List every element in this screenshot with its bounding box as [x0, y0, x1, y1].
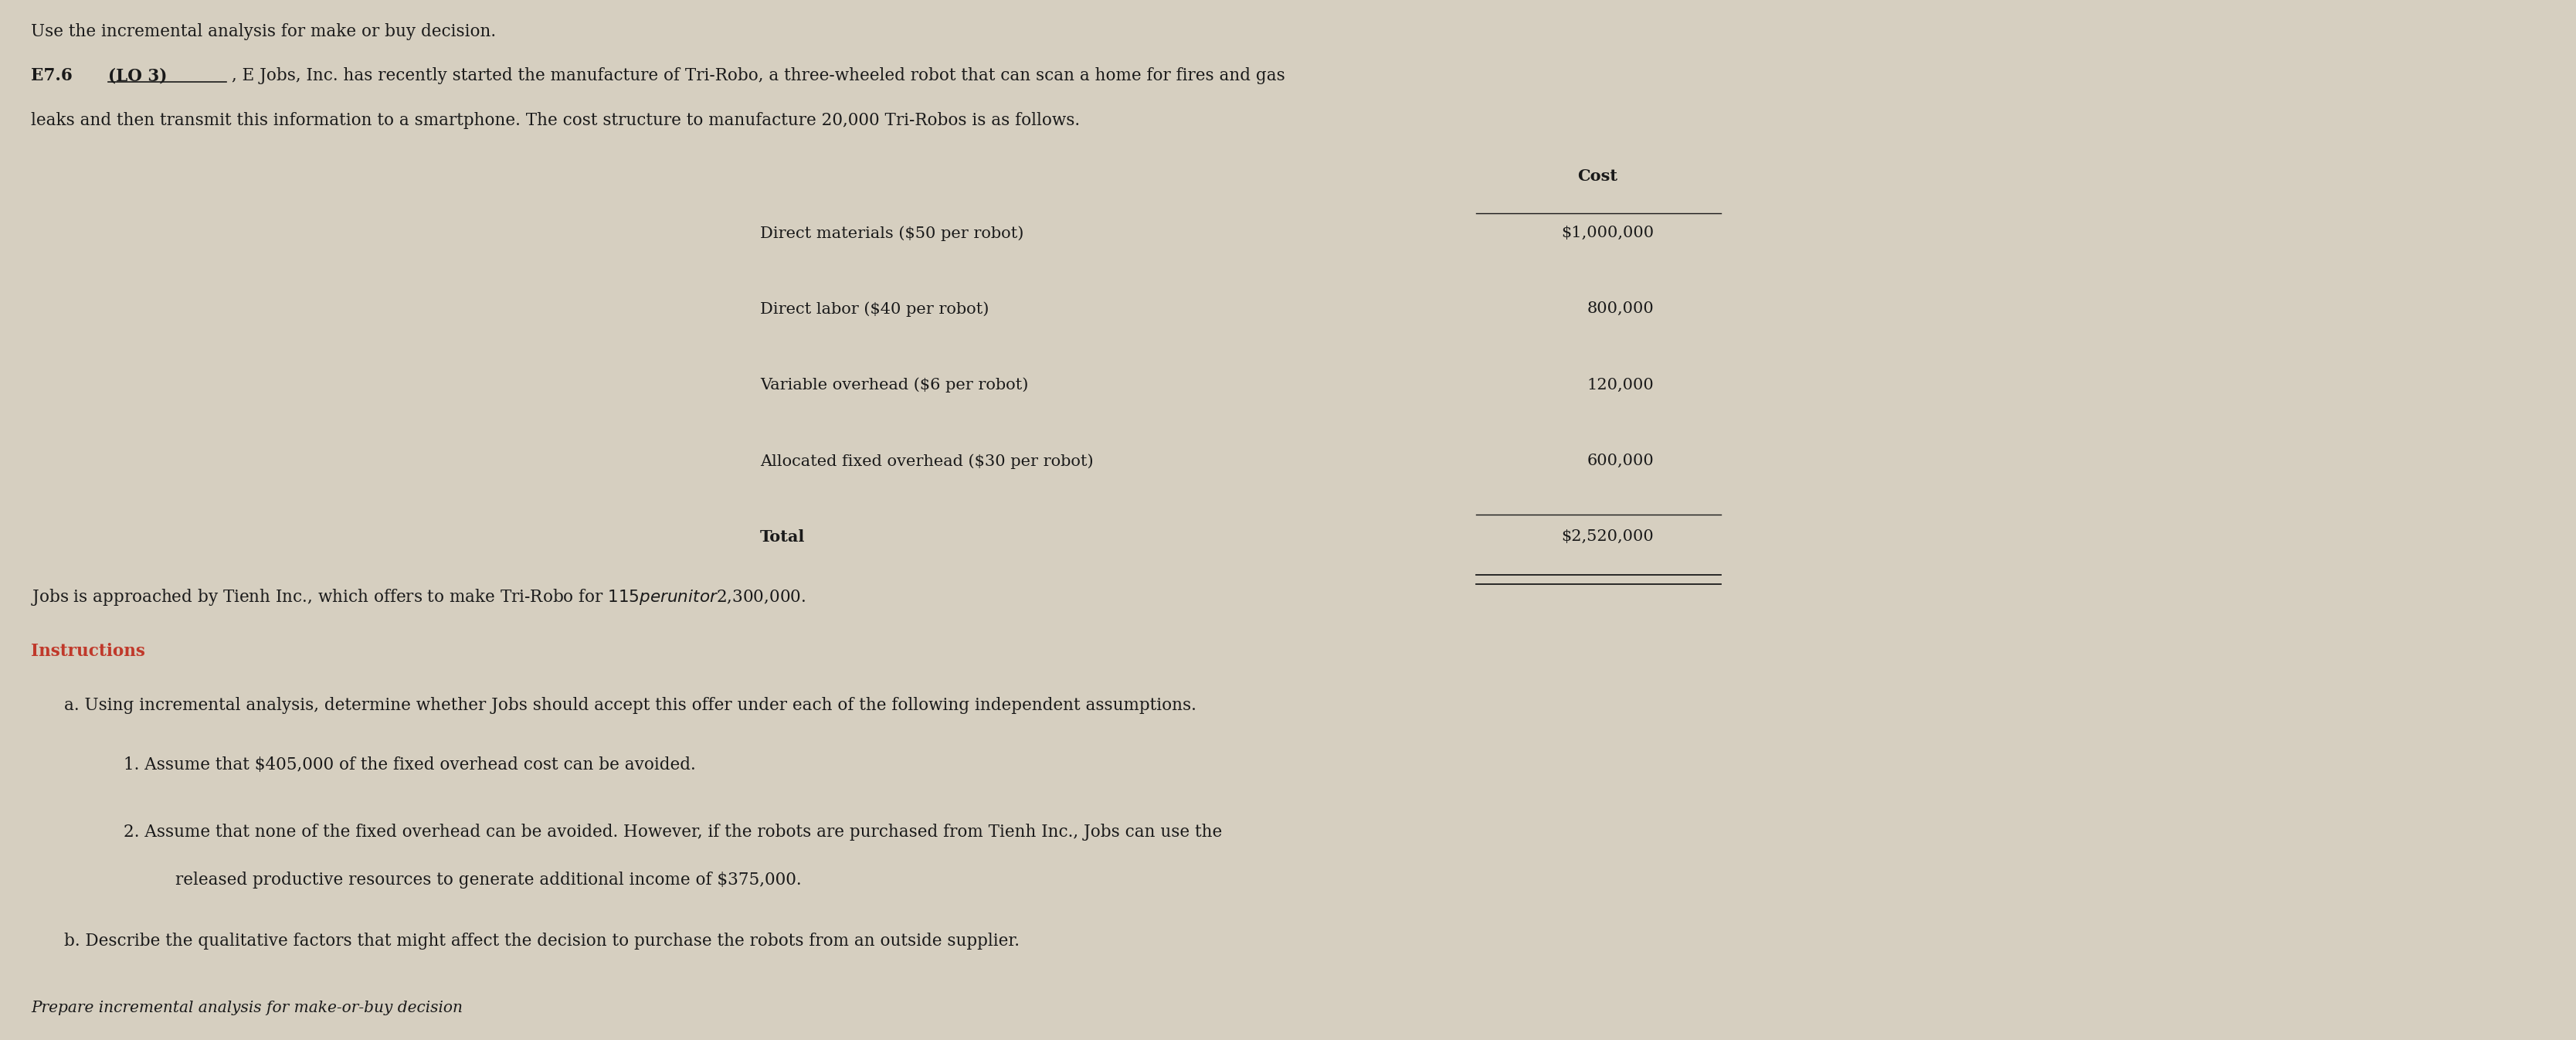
- Text: 120,000: 120,000: [1587, 378, 1654, 392]
- Text: 1. Assume that $405,000 of the fixed overhead cost can be avoided.: 1. Assume that $405,000 of the fixed ove…: [124, 756, 696, 773]
- Text: Direct materials ($50 per robot): Direct materials ($50 per robot): [760, 226, 1023, 241]
- Text: 600,000: 600,000: [1587, 453, 1654, 468]
- Text: Cost: Cost: [1577, 168, 1618, 184]
- Text: Jobs is approached by Tienh Inc., which offers to make Tri-Robo for $115 per uni: Jobs is approached by Tienh Inc., which …: [31, 588, 806, 607]
- Text: 2. Assume that none of the fixed overhead can be avoided. However, if the robots: 2. Assume that none of the fixed overhea…: [124, 824, 1221, 840]
- Text: Direct labor ($40 per robot): Direct labor ($40 per robot): [760, 302, 989, 317]
- Text: Instructions: Instructions: [31, 643, 144, 659]
- Text: 800,000: 800,000: [1587, 302, 1654, 316]
- Text: $2,520,000: $2,520,000: [1561, 529, 1654, 544]
- Text: (LO 3): (LO 3): [108, 68, 167, 84]
- Text: $1,000,000: $1,000,000: [1561, 226, 1654, 240]
- Text: b. Describe the qualitative factors that might affect the decision to purchase t: b. Describe the qualitative factors that…: [64, 933, 1020, 950]
- Text: Total: Total: [760, 529, 806, 545]
- Text: Use the incremental analysis for make or buy decision.: Use the incremental analysis for make or…: [31, 23, 497, 40]
- Text: Prepare incremental analysis for make-or-buy decision: Prepare incremental analysis for make-or…: [31, 1000, 464, 1015]
- Text: , E Jobs, Inc. has recently started the manufacture of Tri-Robo, a three-wheeled: , E Jobs, Inc. has recently started the …: [232, 68, 1285, 84]
- Text: Allocated fixed overhead ($30 per robot): Allocated fixed overhead ($30 per robot): [760, 453, 1092, 469]
- Text: leaks and then transmit this information to a smartphone. The cost structure to : leaks and then transmit this information…: [31, 112, 1079, 129]
- Text: Variable overhead ($6 per robot): Variable overhead ($6 per robot): [760, 378, 1028, 393]
- Text: released productive resources to generate additional income of $375,000.: released productive resources to generat…: [175, 872, 801, 888]
- Text: a. Using incremental analysis, determine whether Jobs should accept this offer u: a. Using incremental analysis, determine…: [64, 697, 1198, 713]
- Text: E7.6: E7.6: [31, 68, 77, 84]
